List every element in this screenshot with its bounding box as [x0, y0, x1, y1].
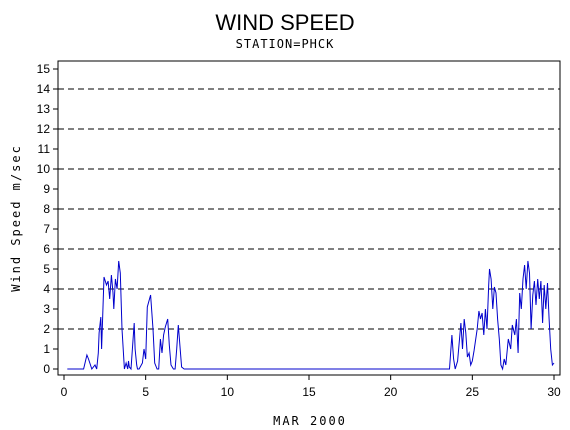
- x-tick-label: 20: [384, 385, 398, 399]
- y-tick-label: 14: [37, 82, 51, 96]
- x-tick-label: 0: [61, 385, 68, 399]
- y-tick-label: 4: [43, 282, 50, 296]
- y-tick-label: 12: [37, 122, 51, 136]
- plot-frame: [57, 60, 561, 376]
- chart-title: WIND SPEED: [215, 10, 354, 35]
- y-tick-label: 5: [43, 262, 50, 276]
- y-tick-label: 10: [37, 162, 51, 176]
- x-tick-label: 5: [142, 385, 149, 399]
- y-axis-label: Wind Speed m/sec: [9, 144, 23, 292]
- y-tick-label: 11: [38, 142, 51, 156]
- y-tick-label: 7: [43, 222, 50, 236]
- y-tick-label: 1: [43, 342, 50, 356]
- y-tick-label: 9: [43, 182, 50, 196]
- y-tick-label: 15: [37, 62, 51, 76]
- y-tick-label: 0: [43, 362, 50, 376]
- gridlines: [58, 88, 560, 330]
- chart-subtitle: STATION=PHCK: [236, 37, 335, 51]
- x-tick-label: 25: [466, 385, 480, 399]
- series-line-wind-speed: [67, 260, 555, 371]
- x-axis-label: MAR 2000: [273, 414, 347, 428]
- series-layer: [67, 260, 555, 371]
- y-tick-label: 8: [43, 202, 50, 216]
- x-tick-label: 10: [221, 385, 235, 399]
- y-tick-label: 3: [43, 302, 50, 316]
- y-tick-label: 13: [37, 102, 51, 116]
- x-tick-label: 30: [547, 385, 561, 399]
- y-tick-label: 6: [43, 242, 50, 256]
- y-tick-label: 2: [43, 322, 50, 336]
- x-tick-label: 15: [302, 385, 316, 399]
